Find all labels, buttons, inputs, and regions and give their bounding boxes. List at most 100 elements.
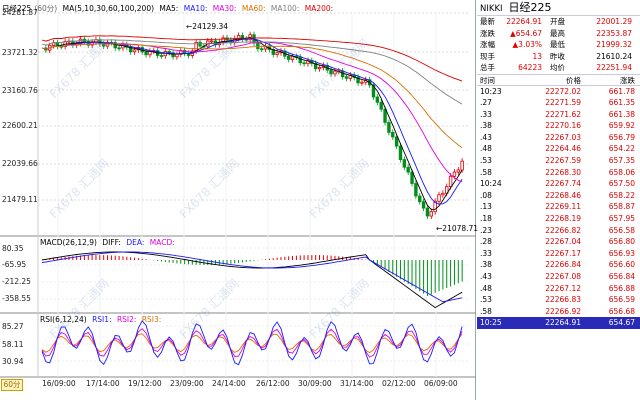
legend-ma10: MA10:: [183, 4, 208, 13]
tick-time: .38: [480, 260, 492, 270]
tick-row[interactable]: .58 22266.92 656.68: [477, 306, 640, 318]
quote-cell: 22001.29: [596, 17, 632, 26]
tick-row[interactable]: .08 22268.46 658.22: [477, 190, 640, 202]
ma5-line: [41, 36, 463, 210]
candle-body: [86, 41, 90, 46]
tick-row[interactable]: .58 22268.30 658.06: [477, 167, 640, 179]
quote-code: NIKKI: [480, 4, 503, 14]
candle-body: [456, 169, 460, 173]
rsi2-label: RSI2:: [116, 315, 137, 324]
tick-row[interactable]: .13 22269.11 658.87: [477, 201, 640, 213]
time-tick: 19/12:00: [128, 379, 162, 388]
tick-row[interactable]: .43 22267.03 656.79: [477, 132, 640, 144]
candle-body: [260, 48, 264, 51]
tick-row[interactable]: .33 22267.17 656.93: [477, 248, 640, 260]
macd-legend: MACD(26,12,9) DIFF: DEA: MACD:: [40, 238, 178, 247]
candle-body: [167, 51, 171, 54]
tick-price: 22267.17: [545, 248, 581, 258]
tick-row[interactable]: .53 22266.83 656.59: [477, 294, 640, 306]
tick-row[interactable]: .38 22270.16 659.92: [477, 120, 640, 132]
tick-time: .33: [480, 248, 492, 258]
candle-body: [391, 132, 395, 138]
tick-time: .28: [480, 237, 492, 247]
candle-body: [387, 122, 391, 133]
tick-header-price: 价格: [566, 75, 581, 85]
tick-change: 659.92: [608, 121, 635, 131]
candle-body: [117, 47, 121, 50]
tick-row[interactable]: 10:23 22272.02 661.78: [477, 86, 640, 98]
candle-body: [375, 96, 380, 103]
tick-list[interactable]: 10:23 22272.02 661.78 .27 22271.59 661.35 .33 2…: [477, 86, 640, 329]
tick-row[interactable]: .48 22264.46 654.22: [477, 143, 640, 155]
candle-body: [313, 62, 318, 70]
quote-row: 总手 64223 均价 22251.94: [477, 62, 640, 74]
candle-body: [360, 81, 364, 84]
rsi-tick: 30.94: [2, 357, 24, 366]
ma200-line: [41, 35, 463, 82]
tick-price: 22268.30: [545, 167, 581, 177]
tick-row[interactable]: .53 22267.59 657.35: [477, 155, 640, 167]
price-tick: 23721.32: [2, 48, 38, 57]
rsi-legend: RSI(6,12,24) RSI1: RSI2: RSI3:: [40, 315, 164, 324]
tick-price: 22264.46: [545, 144, 581, 154]
tick-row[interactable]: .23 22266.82 656.58: [477, 225, 640, 237]
price-tick: 22600.21: [2, 121, 38, 130]
tick-change: 656.59: [608, 295, 635, 305]
candle-body: [333, 70, 337, 75]
quote-cell: ▲3.03%: [512, 40, 542, 49]
candle-body: [128, 46, 133, 53]
tick-row[interactable]: .43 22267.08 656.84: [477, 271, 640, 283]
candle-body: [425, 207, 430, 217]
tick-price: 22267.12: [545, 283, 581, 293]
quote-cell: 现手: [480, 51, 495, 61]
main-legend: 日经225 (60分) MA(5,10,30,60,100,200) MA5: M…: [2, 3, 336, 14]
tick-price: 22266.92: [545, 306, 581, 316]
tick-row[interactable]: 10:25 22264.91 654.67: [477, 317, 640, 329]
macd-tick: -358.55: [2, 294, 31, 303]
tick-price: 22268.19: [545, 214, 581, 224]
tick-row[interactable]: .48 22267.12 656.88: [477, 283, 640, 295]
legend-ma5: MA5:: [159, 4, 179, 13]
tick-row[interactable]: 10:24 22267.74 657.50: [477, 178, 640, 190]
tick-price: 22269.11: [545, 202, 581, 212]
period-selector-button[interactable]: 60分: [1, 379, 23, 391]
tick-change: 654.67: [608, 318, 635, 328]
quote-cell: 22264.91: [506, 17, 542, 26]
tick-time: .33: [480, 109, 492, 119]
candle-body: [437, 194, 441, 202]
time-tick: 06/09:00: [424, 379, 458, 388]
tick-price: 22271.59: [545, 98, 581, 108]
tick-row[interactable]: .27 22271.59 661.35: [477, 97, 640, 109]
candle-body: [286, 55, 291, 60]
tick-change: 658.87: [608, 202, 635, 212]
tick-header-time: 时间: [480, 75, 495, 85]
macd-diff-label: DIFF:: [102, 238, 121, 247]
legend-ma200: MA200:: [304, 4, 334, 13]
rsi-label: RSI(6,12,24): [40, 315, 87, 324]
quote-name: 日经225: [508, 1, 552, 14]
macd-tick: 80.35: [2, 244, 24, 253]
tick-time: .27: [480, 98, 492, 108]
tick-row[interactable]: .28 22267.04 656.80: [477, 236, 640, 248]
tick-row[interactable]: .33 22271.62 661.38: [477, 109, 640, 121]
time-tick: 17/14:00: [86, 379, 120, 388]
quote-cell: 昨收: [550, 51, 565, 61]
tick-time: .38: [480, 121, 492, 131]
candle-body: [132, 49, 137, 53]
legend-ma-params: MA(5,10,30,60,100,200): [62, 4, 155, 13]
candle-body: [209, 40, 214, 43]
chart-canvas[interactable]: [0, 0, 476, 400]
candle-body: [410, 171, 414, 184]
candle-body: [418, 195, 422, 203]
tick-time: 10:23: [480, 86, 502, 96]
ma60-line: [41, 43, 463, 149]
tick-time: .43: [480, 272, 492, 281]
tick-time: .08: [480, 190, 492, 200]
chart-area[interactable]: 日经225 (60分) MA(5,10,30,60,100,200) MA5: M…: [0, 0, 478, 400]
rsi1-line: [41, 320, 463, 366]
tick-row[interactable]: .18 22268.19 657.95: [477, 213, 640, 225]
candle-body: [329, 69, 333, 75]
candle-body: [394, 136, 399, 147]
candle-body: [317, 67, 322, 70]
tick-row[interactable]: .38 22266.84 656.60: [477, 259, 640, 271]
